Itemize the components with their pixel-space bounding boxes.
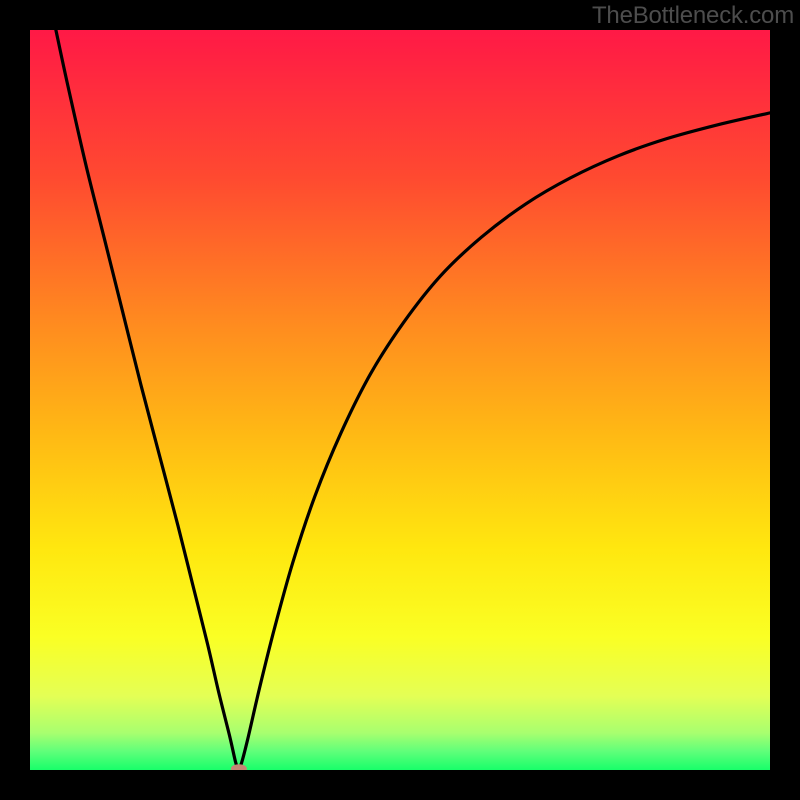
chart-container: TheBottleneck.com — [0, 0, 800, 800]
bottleneck-curve — [30, 30, 770, 770]
curve-path — [56, 30, 770, 769]
minimum-marker — [231, 764, 247, 770]
plot-area — [30, 30, 770, 770]
watermark-label: TheBottleneck.com — [592, 2, 794, 30]
